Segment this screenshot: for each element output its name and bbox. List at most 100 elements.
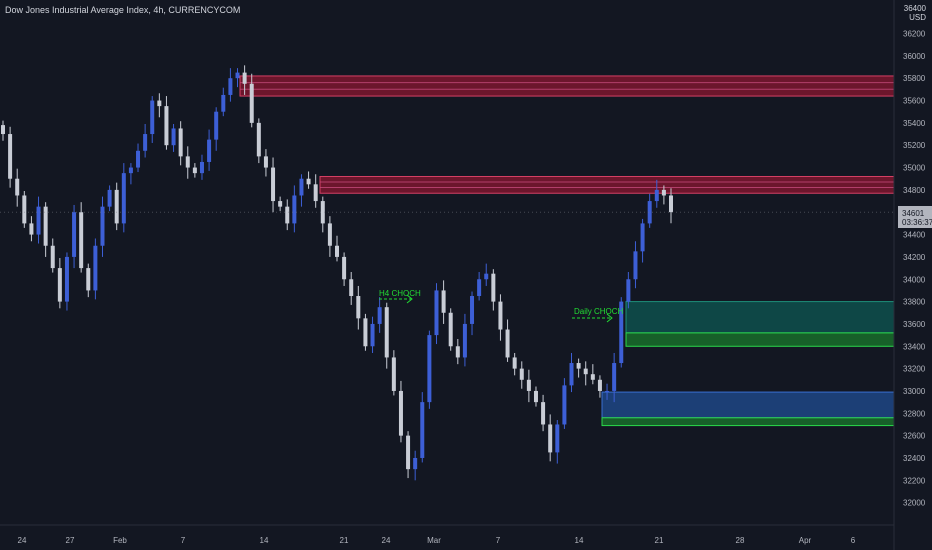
y-tick-label: 33600 bbox=[903, 320, 926, 329]
candle-body bbox=[36, 206, 41, 235]
candle-body bbox=[342, 256, 347, 280]
candle-body bbox=[612, 363, 617, 391]
x-tick-label: 14 bbox=[575, 536, 584, 545]
candle-body bbox=[143, 134, 148, 151]
y-tick-label: 35600 bbox=[903, 97, 926, 106]
y-tick-label: 36200 bbox=[903, 30, 926, 39]
candle-body bbox=[633, 251, 638, 280]
candle-body bbox=[541, 402, 546, 425]
y-tick-label: 32000 bbox=[903, 499, 926, 508]
demand-zone bbox=[625, 301, 895, 334]
candle-body bbox=[647, 201, 652, 224]
y-tick-label: 35400 bbox=[903, 119, 926, 128]
candle-body bbox=[356, 296, 361, 319]
x-tick-label: Feb bbox=[113, 536, 127, 545]
candle-body bbox=[150, 100, 155, 135]
candle-body bbox=[242, 72, 247, 84]
y-tick-label: 34200 bbox=[903, 253, 926, 262]
candle-body bbox=[121, 173, 126, 224]
candle-body bbox=[427, 335, 432, 403]
h4-choch-label: H4 CHOCH bbox=[379, 289, 421, 298]
candle-body bbox=[363, 318, 368, 347]
candle-body bbox=[214, 111, 219, 140]
candle-body bbox=[640, 223, 645, 252]
x-tick-label: 27 bbox=[66, 536, 75, 545]
y-tick-label: 35000 bbox=[903, 164, 926, 173]
candle-body bbox=[57, 268, 62, 302]
axis-top-label: 36400 bbox=[903, 4, 926, 13]
candle-body bbox=[64, 256, 69, 302]
y-tick-label: 35800 bbox=[903, 74, 926, 83]
candle-body bbox=[498, 301, 503, 330]
candle-body bbox=[235, 72, 240, 79]
h4-choch-arrow bbox=[406, 294, 413, 304]
y-tick-label: 34800 bbox=[903, 186, 926, 195]
candle-body bbox=[597, 379, 602, 391]
price-axis: 32000 32200 32400 32600 32800 33000 33200 33400… bbox=[893, 0, 926, 550]
y-tick-label: 33800 bbox=[903, 298, 926, 307]
candle-body bbox=[22, 195, 27, 224]
x-tick-label: 24 bbox=[382, 536, 391, 545]
candle-body bbox=[583, 368, 588, 375]
x-tick-label: 6 bbox=[851, 536, 856, 545]
candle-body bbox=[505, 329, 510, 358]
candle-body bbox=[185, 156, 190, 168]
candle-body bbox=[192, 167, 197, 174]
y-tick-label: 32800 bbox=[903, 409, 926, 418]
x-tick-label: 21 bbox=[655, 536, 664, 545]
candle-body bbox=[164, 106, 169, 146]
y-tick-label: 32200 bbox=[903, 476, 926, 485]
y-tick-label: 33200 bbox=[903, 365, 926, 374]
y-tick-label: 35200 bbox=[903, 141, 926, 150]
demand-zone bbox=[601, 417, 895, 427]
candle-body bbox=[335, 245, 339, 257]
candle-body bbox=[128, 167, 133, 174]
candle-body bbox=[377, 307, 382, 324]
candle-body bbox=[299, 178, 304, 196]
candle-body bbox=[93, 245, 98, 291]
candle-body bbox=[569, 363, 574, 386]
x-tick-label: 7 bbox=[496, 536, 501, 545]
daily-choch-label: Daily CHOCH bbox=[574, 307, 624, 316]
candle-body bbox=[391, 357, 396, 391]
candle-body bbox=[15, 178, 20, 196]
y-tick-label: 32400 bbox=[903, 454, 926, 463]
candle-body bbox=[278, 201, 283, 207]
demand-zone bbox=[625, 332, 895, 347]
candle-body bbox=[221, 94, 226, 112]
candle-body bbox=[72, 212, 77, 257]
candle-body bbox=[157, 100, 162, 107]
daily-choch-arrow bbox=[606, 313, 613, 323]
candle-body bbox=[1, 125, 5, 135]
candle-body bbox=[384, 307, 389, 358]
candle-body bbox=[79, 212, 84, 269]
candle-body bbox=[114, 189, 119, 224]
candle-body bbox=[29, 223, 34, 235]
candle-body bbox=[626, 279, 631, 302]
price-tag: 34601 03:36:37 bbox=[898, 206, 932, 228]
candle-body bbox=[199, 161, 204, 174]
candle-body bbox=[86, 268, 91, 291]
x-tick-label: 28 bbox=[736, 536, 745, 545]
supply-zone bbox=[319, 175, 895, 194]
candle-body bbox=[271, 167, 276, 202]
candle-body bbox=[107, 189, 112, 207]
candle-body bbox=[292, 195, 297, 224]
candle-body bbox=[576, 363, 581, 369]
x-tick-label: 21 bbox=[340, 536, 349, 545]
candle-body bbox=[413, 457, 418, 470]
candle-body bbox=[441, 290, 446, 313]
candle-body bbox=[654, 189, 659, 202]
candle-body bbox=[448, 312, 453, 347]
x-tick-label: 14 bbox=[260, 536, 269, 545]
candle-body bbox=[420, 402, 425, 458]
candles-layer bbox=[0, 65, 894, 481]
candle-body bbox=[548, 424, 553, 453]
candle-body bbox=[605, 390, 610, 392]
candle-body bbox=[228, 78, 233, 95]
candle-body bbox=[533, 390, 538, 403]
candle-body bbox=[285, 206, 290, 224]
y-tick-label: 34000 bbox=[903, 275, 926, 284]
candle-body bbox=[434, 290, 439, 336]
